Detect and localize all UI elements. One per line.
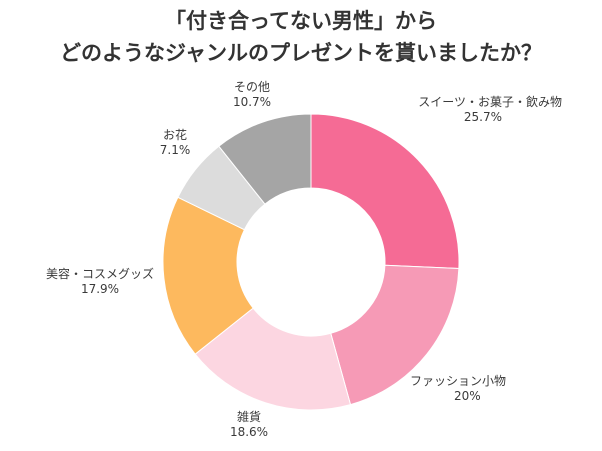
label-flowers: お花 7.1% bbox=[150, 128, 200, 158]
donut-slice-2 bbox=[194, 307, 352, 411]
donut-slice-3 bbox=[162, 196, 254, 355]
slice-value: 7.1% bbox=[159, 143, 191, 157]
slice-value: 20% bbox=[454, 389, 481, 403]
slice-label: その他 bbox=[233, 80, 270, 94]
slice-value: 10.7% bbox=[232, 95, 272, 109]
slice-value: 17.9% bbox=[80, 282, 120, 296]
label-zakka: 雑貨 18.6% bbox=[224, 410, 274, 440]
slice-value: 18.6% bbox=[229, 425, 269, 439]
slice-value: 25.7% bbox=[463, 110, 502, 124]
donut-slice-5 bbox=[218, 113, 312, 205]
label-beauty: 美容・コスメグッズ 17.9% bbox=[40, 267, 160, 297]
slice-label: お花 bbox=[162, 128, 187, 142]
label-sweets: スイーツ・お菓子・飲み物 25.7% bbox=[372, 95, 562, 125]
slice-label: スイーツ・お菓子・飲み物 bbox=[418, 95, 562, 109]
label-other: その他 10.7% bbox=[227, 80, 277, 110]
chart-title-line-2: どのようなジャンルのプレゼントを貰いましたか？ bbox=[60, 41, 542, 65]
label-fashion: ファッション小物 20% bbox=[410, 374, 506, 404]
slice-label: 雑貨 bbox=[236, 410, 261, 424]
chart-title-line-1: 「付き合ってない男性」から bbox=[165, 9, 437, 33]
donut-slice-0 bbox=[310, 113, 460, 270]
donut-slice-1 bbox=[330, 264, 460, 406]
slice-label: 美容・コスメグッズ bbox=[45, 267, 154, 281]
slice-label: ファッション小物 bbox=[410, 374, 507, 388]
